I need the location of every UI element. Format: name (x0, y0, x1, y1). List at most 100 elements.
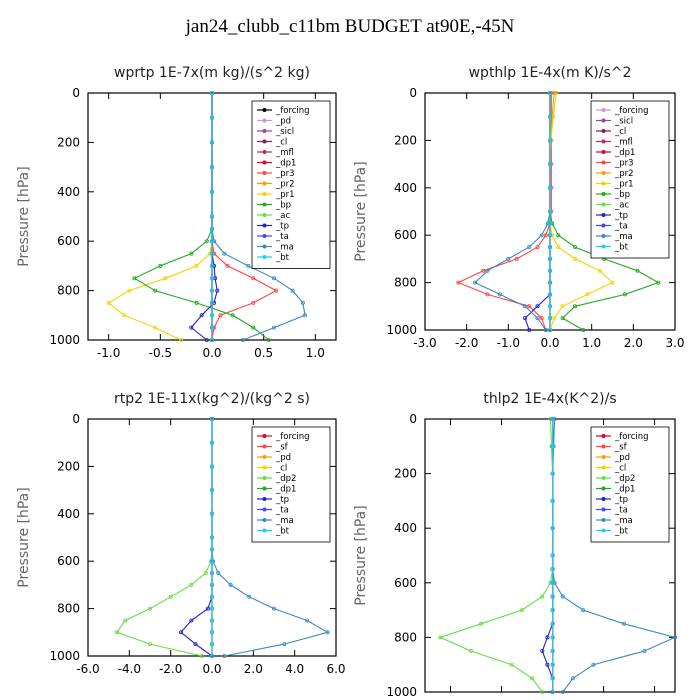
y-tick-label: 1000 (49, 649, 80, 663)
data-point (194, 300, 199, 305)
data-point (497, 292, 502, 297)
legend-marker (601, 497, 606, 501)
data-point (591, 662, 596, 667)
data-point (673, 635, 678, 640)
y-tick-label: 1000 (386, 323, 417, 337)
legend-label: _forcing (614, 106, 649, 116)
data-point (246, 263, 251, 268)
data-point (163, 276, 168, 281)
data-point (209, 239, 214, 244)
series-tp (178, 416, 214, 659)
legend-marker (262, 223, 267, 228)
data-point (560, 690, 565, 695)
x-tick-label: 2.0 (244, 662, 263, 676)
plot-frame (424, 418, 676, 693)
data-point (302, 313, 307, 318)
x-tick-label: 0.0 (202, 662, 221, 676)
legend-marker (601, 465, 606, 470)
data-point (468, 649, 473, 654)
data-point (209, 214, 214, 219)
data-point (199, 654, 204, 659)
legend-label: _dp1 (275, 485, 296, 495)
data-point (540, 594, 545, 599)
series-line (456, 93, 552, 331)
legend-marker (601, 129, 606, 133)
legend-marker (601, 507, 606, 512)
series-line (133, 93, 270, 341)
data-point (209, 535, 214, 540)
data-point (153, 325, 158, 330)
data-point (209, 276, 214, 281)
data-point (225, 263, 230, 268)
x-tick-label: 0.0 (540, 336, 559, 350)
series-line (524, 93, 551, 331)
legend-label: _ac (275, 211, 290, 221)
data-point (189, 325, 194, 330)
data-point (485, 292, 490, 297)
legend-label: _pr2 (614, 169, 634, 179)
data-point (209, 511, 214, 516)
data-point (523, 304, 528, 309)
legend-marker (601, 181, 606, 186)
data-point (527, 304, 532, 309)
legend-label: _dp1 (275, 159, 296, 169)
legend-label: _bt (614, 243, 629, 253)
data-point (548, 91, 553, 96)
series-line (180, 419, 213, 657)
y-tick-label: 800 (57, 284, 80, 298)
legend-label: _pd (614, 453, 630, 463)
data-point (548, 304, 553, 309)
data-point (122, 313, 127, 318)
data-point (282, 642, 287, 647)
legend-marker (601, 486, 606, 491)
data-point (550, 471, 555, 476)
data-point (271, 606, 276, 611)
x-tick-label: 0.5 (594, 698, 613, 700)
data-point (205, 606, 210, 611)
legend-marker (262, 455, 267, 459)
data-point (153, 288, 158, 293)
data-point (548, 209, 553, 214)
y-tick-label: 1000 (386, 685, 417, 699)
legend-label: _ta (614, 222, 628, 232)
data-point (305, 618, 310, 623)
legend-label: _cl (275, 464, 287, 474)
legend-label: _forcing (275, 106, 310, 116)
legend-label: _cl (614, 464, 626, 474)
panel-title: wprtp 1E-7x(m kg)/(s^2 kg) (114, 65, 310, 81)
legend-label: _bt (275, 527, 290, 537)
data-point (194, 263, 199, 268)
data-point (530, 676, 535, 681)
data-point (548, 185, 553, 190)
data-point (209, 547, 214, 552)
data-point (127, 288, 132, 293)
data-point (543, 327, 548, 332)
data-point (545, 635, 550, 640)
data-point (550, 526, 555, 531)
legend: _forcing_sf_pd_cl_dp2_dp1_tp_ta_ma_bt (590, 426, 670, 543)
legend-label: _tp (614, 211, 628, 221)
legend-marker (262, 497, 267, 501)
data-point (540, 690, 545, 695)
data-point (456, 280, 461, 285)
x-tick-label: -1.0 (97, 346, 120, 360)
data-point (550, 608, 555, 613)
data-point (548, 162, 553, 167)
data-point (550, 594, 555, 599)
series-bt (209, 91, 214, 342)
legend-label: _tp (614, 495, 628, 505)
legend-marker (601, 150, 606, 154)
legend-label: _cl (275, 138, 287, 148)
series-tp (523, 91, 553, 332)
data-point (550, 416, 555, 421)
data-point (204, 337, 209, 342)
data-point (550, 690, 555, 695)
data-point (209, 440, 214, 445)
data-point (571, 676, 576, 681)
legend-marker (601, 476, 606, 480)
data-point (523, 316, 528, 321)
data-point (539, 233, 544, 238)
y-tick-label: 200 (57, 459, 80, 473)
data-point (548, 138, 553, 143)
legend-marker (601, 444, 606, 449)
